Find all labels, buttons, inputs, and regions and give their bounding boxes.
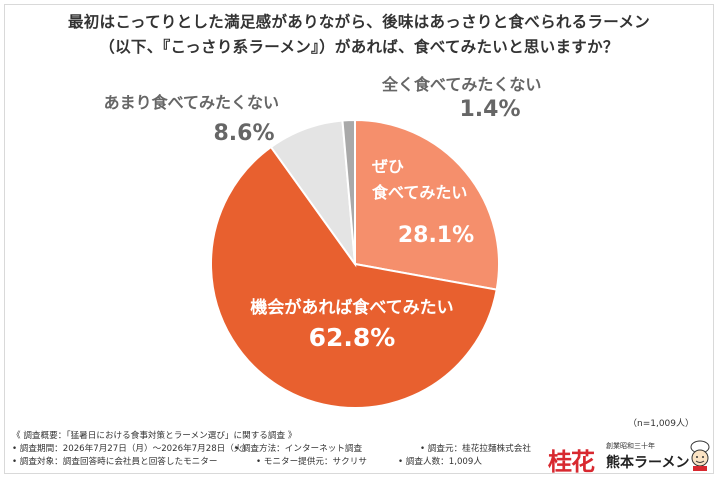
survey-period: • 調査期間：2026年7月27日（月）〜2026年7月28日（火） [12,444,252,454]
survey-method: • 調査方法：インターネット調査 [234,444,363,454]
sample-size: （n=1,009人） [628,419,695,429]
pie-slice-2 [210,145,498,409]
slice-value-3: 8.6% [213,121,274,146]
question-line-2: （以下、『こっさり系ラーメン』）があれば、食べてみたいと思いますか？ [99,38,619,56]
slice-label-2-line-1: 機会があれば食べてみたい [250,297,453,318]
slice-label-3-line-1: あまり食べてみたくない [104,93,279,112]
slice-value-1: 28.1% [398,223,474,248]
slice-label-1-line-1: ぜひ [372,157,404,176]
pie-slice-4 [341,118,356,265]
survey-footer: 《 調査概要：「猛暑日における食事対策とラーメン選び」に関する調査 》 • 調査… [12,430,572,469]
survey-provider: • モニター提供元：サクリサ [256,457,367,467]
question-title: 最初はこってりとした満足感がありながら、後味はあっさりと食べられるラーメン （以… [14,10,704,60]
survey-count: • 調査人数：1,009人 [398,457,482,467]
logo-established: 創業昭和三十年 [606,442,655,450]
slice-value-4: 1.4% [459,97,520,122]
survey-target: • 調査対象：調査回答時に会社員と回答したモニター [12,457,218,467]
logo-kanji: 桂花 [548,447,595,476]
slice-value-2: 62.8% [309,323,396,352]
slice-label-1-line-2: 食べてみたい [371,183,467,202]
survey-title: 《 調査概要：「猛暑日における食事対策とラーメン選び」に関する調査 》 [12,431,297,441]
slice-label-4-line-1: 全く食べてみたくない [381,75,541,94]
logo-brand-name: 熊本ラーメン [606,455,690,471]
chef-mascot-icon [690,440,710,471]
brand-logo: 桂花 創業昭和三十年 熊本ラーメン [548,440,716,476]
question-line-1: 最初はこってりとした満足感がありながら、後味はあっさりと食べられるラーメン [67,13,651,31]
survey-source: • 調査元：桂花拉麺株式会社 [420,444,531,454]
pie-slice-1 [354,118,500,291]
